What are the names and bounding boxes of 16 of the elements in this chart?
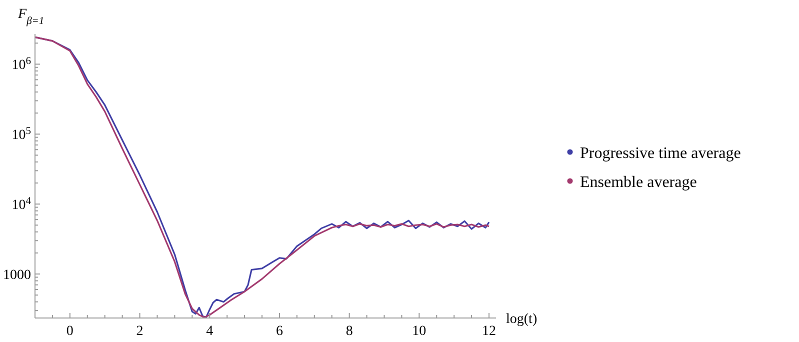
x-tick-label: 6 bbox=[276, 324, 283, 339]
x-tick-label: 0 bbox=[66, 324, 74, 339]
legend-label: Progressive time average bbox=[580, 145, 741, 162]
y-tick-label: 1000 bbox=[3, 268, 31, 284]
line-series bbox=[35, 36, 490, 318]
x-tick-label: 8 bbox=[346, 324, 353, 339]
x-axis-title: log(t) bbox=[506, 312, 538, 327]
x-tick-label: 12 bbox=[482, 324, 496, 339]
y-axis-title: F$_{β=1}$ bbox=[17, 7, 44, 26]
y-tick-label: 10$^{6}$ bbox=[12, 56, 31, 74]
x-tick-label: 10 bbox=[412, 324, 426, 339]
x-tick-label: 4 bbox=[206, 324, 214, 339]
y-tick-label: 10$^{4}$ bbox=[12, 196, 32, 214]
y-tick-label: 10$^{5}$ bbox=[12, 126, 31, 144]
x-tick-label: 2 bbox=[136, 324, 144, 339]
legend-label: Ensemble average bbox=[580, 174, 697, 191]
